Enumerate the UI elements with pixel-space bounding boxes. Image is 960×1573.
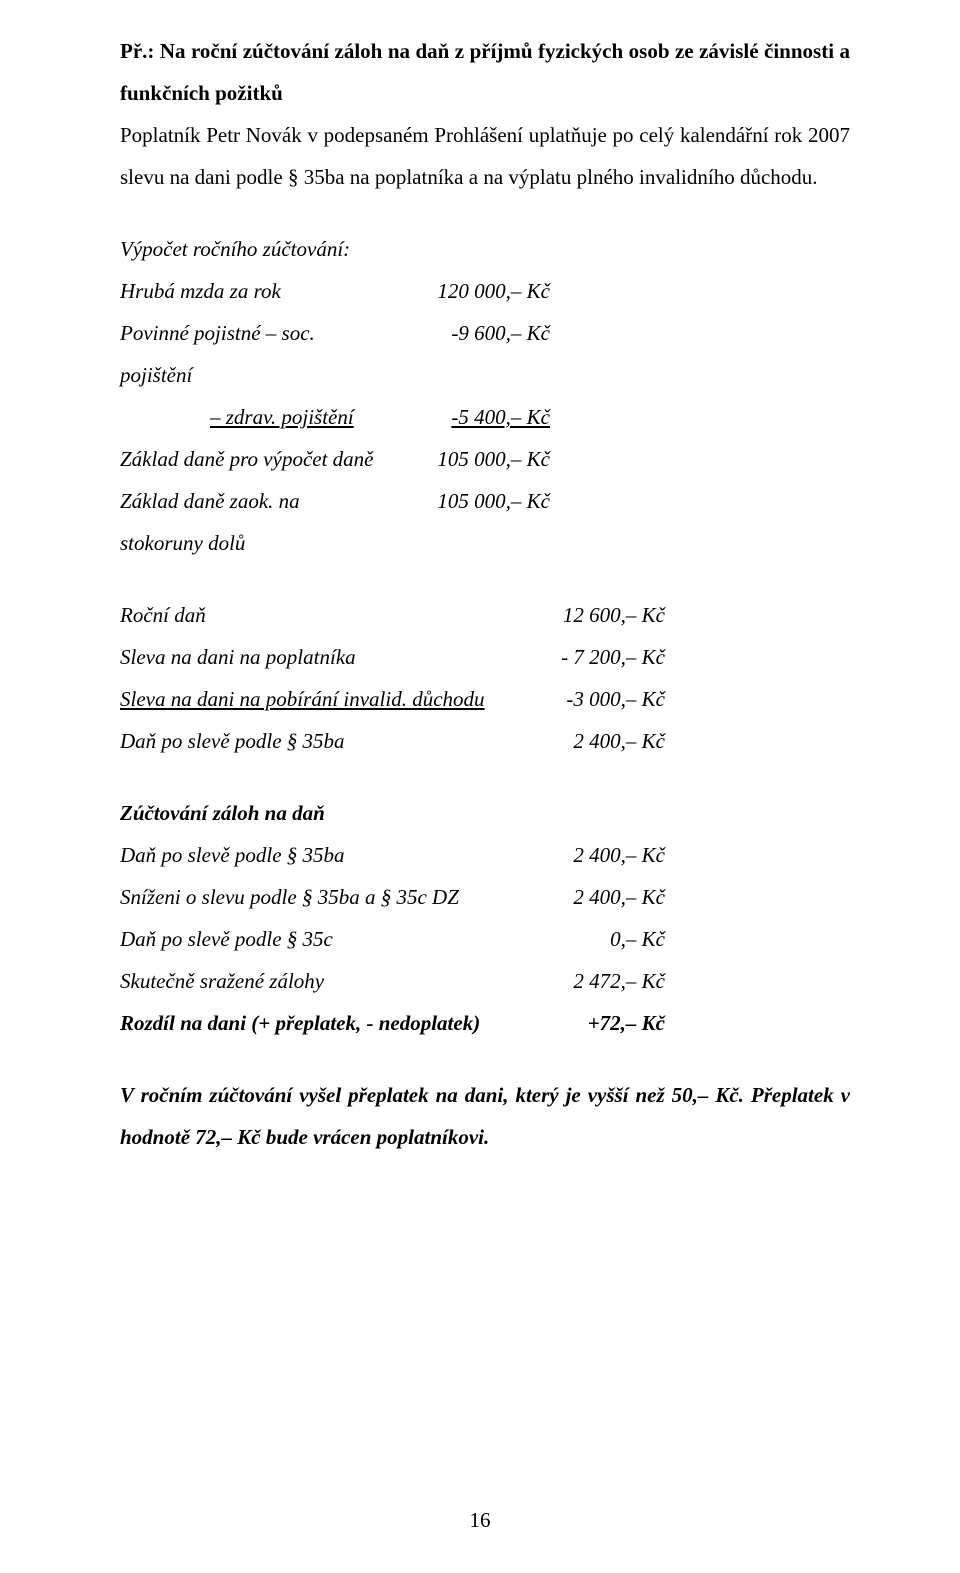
value: - 7 200,– Kč <box>495 636 665 678</box>
intro-paragraph: Poplatník Petr Novák v podepsaném Prohlá… <box>120 114 850 198</box>
example-title: Př.: Na roční zúčtování záloh na daň z p… <box>120 30 850 114</box>
value: 105 000,– Kč <box>380 480 550 564</box>
section-3: Zúčtování záloh na daň Daň po slevě podl… <box>120 792 665 1044</box>
section-1: Hrubá mzda za rok 120 000,– Kč Povinné p… <box>120 270 550 564</box>
row-tax-after-35ba: Daň po slevě podle § 35ba 2 400,– Kč <box>120 720 665 762</box>
label: Sleva na dani na pobírání invalid. důcho… <box>120 678 495 720</box>
value: 2 400,– Kč <box>495 876 665 918</box>
value: -9 600,– Kč <box>380 312 550 396</box>
document-page: Př.: Na roční zúčtování záloh na daň z p… <box>0 0 960 1573</box>
conclusion-paragraph: V ročním zúčtování vyšel přeplatek na da… <box>120 1074 850 1158</box>
label: Základ daně pro výpočet daně <box>120 438 380 480</box>
label: Základ daně zaok. na stokoruny dolů <box>120 480 380 564</box>
value: +72,– Kč <box>495 1002 665 1044</box>
row-social-insurance: Povinné pojistné – soc. pojištění -9 600… <box>120 312 550 396</box>
value: -5 400,– Kč <box>380 396 550 438</box>
label: Daň po slevě podle § 35ba <box>120 720 495 762</box>
label: Rozdíl na dani (+ přeplatek, - nedoplate… <box>120 1002 495 1044</box>
label: Sníženi o slevu podle § 35ba a § 35c DZ <box>120 876 495 918</box>
value: 2 472,– Kč <box>495 960 665 1002</box>
value: 12 600,– Kč <box>495 594 665 636</box>
title-block: Př.: Na roční zúčtování záloh na daň z p… <box>120 30 850 198</box>
row-actual-withholdings: Skutečně sražené zálohy 2 472,– Kč <box>120 960 665 1002</box>
row-gross-wage: Hrubá mzda za rok 120 000,– Kč <box>120 270 550 312</box>
row-annual-tax: Roční daň 12 600,– Kč <box>120 594 665 636</box>
label: – zdrav. pojištění <box>120 396 380 438</box>
label: Hrubá mzda za rok <box>120 270 380 312</box>
value: 0,– Kč <box>495 918 665 960</box>
row-tax-difference: Rozdíl na dani (+ přeplatek, - nedoplate… <box>120 1002 665 1044</box>
page-number: 16 <box>0 1508 960 1533</box>
section-2: Roční daň 12 600,– Kč Sleva na dani na p… <box>120 594 665 762</box>
row-disability-discount: Sleva na dani na pobírání invalid. důcho… <box>120 678 665 720</box>
value: -3 000,– Kč <box>495 678 665 720</box>
label: Daň po slevě podle § 35c <box>120 918 495 960</box>
label: Roční daň <box>120 594 495 636</box>
section-3-heading: Zúčtování záloh na daň <box>120 792 665 834</box>
row-taxpayer-discount: Sleva na dani na poplatníka - 7 200,– Kč <box>120 636 665 678</box>
row-health-insurance: – zdrav. pojištění -5 400,– Kč <box>120 396 550 438</box>
value: 120 000,– Kč <box>380 270 550 312</box>
label: Daň po slevě podle § 35ba <box>120 834 495 876</box>
value: 105 000,– Kč <box>380 438 550 480</box>
row-tax-base-rounded: Základ daně zaok. na stokoruny dolů 105 … <box>120 480 550 564</box>
row-tax-after-35ba-2: Daň po slevě podle § 35ba 2 400,– Kč <box>120 834 665 876</box>
row-reduced-35ba-35c: Sníženi o slevu podle § 35ba a § 35c DZ … <box>120 876 665 918</box>
value: 2 400,– Kč <box>495 834 665 876</box>
label: Sleva na dani na poplatníka <box>120 636 495 678</box>
calc-heading: Výpočet ročního zúčtování: <box>120 228 850 270</box>
row-tax-after-35c: Daň po slevě podle § 35c 0,– Kč <box>120 918 665 960</box>
row-tax-base: Základ daně pro výpočet daně 105 000,– K… <box>120 438 550 480</box>
label: Skutečně sražené zálohy <box>120 960 495 1002</box>
label: Povinné pojistné – soc. pojištění <box>120 312 380 396</box>
value: 2 400,– Kč <box>495 720 665 762</box>
